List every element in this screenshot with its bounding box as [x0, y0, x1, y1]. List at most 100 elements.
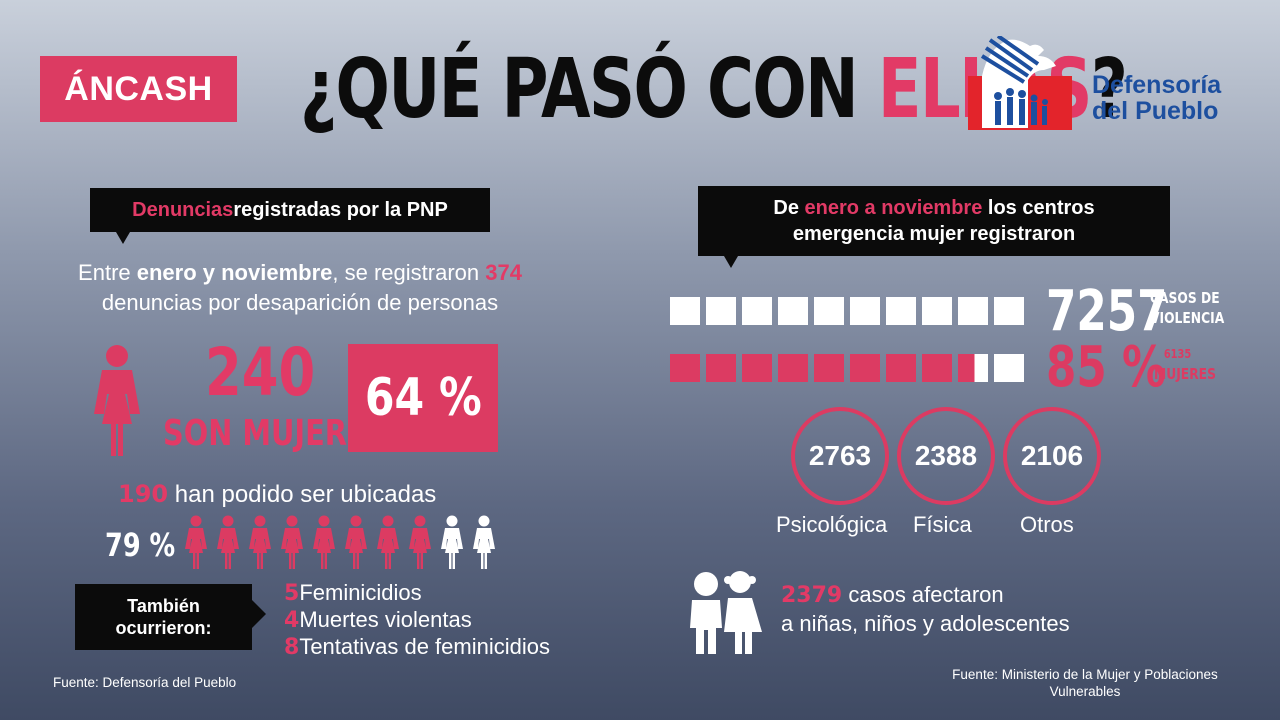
women-cases-count: 6135 — [1163, 347, 1192, 361]
bar-square — [958, 354, 988, 382]
also-list: 5Feminicidios 4Muertes violentas 8Tentativ… — [284, 580, 550, 661]
cases-label-2: VIOLENCIA — [1150, 309, 1225, 327]
bar-square — [742, 297, 772, 325]
woman-figure-located — [281, 515, 303, 569]
located-label: han podido ser ubicadas — [168, 481, 437, 508]
woman-figure-located — [345, 515, 367, 569]
located-percentage: 79 % — [105, 526, 176, 564]
also-line-2: ocurrieron: — [115, 618, 212, 638]
total-cases-label: CASOS DE VIOLENCIA — [1150, 288, 1224, 328]
logo-line-2: del Pueblo — [1092, 97, 1219, 125]
also-item: 8Tentativas de feminicidios — [284, 634, 550, 661]
bar-square — [850, 354, 880, 382]
bar-square — [742, 354, 772, 382]
logo-line-1: Defensoría — [1092, 71, 1222, 99]
women-cases-percentage: 85 % — [1046, 335, 1166, 400]
bar-square — [814, 354, 844, 382]
women-count: 240 — [205, 334, 316, 411]
total-cases: 7257 — [1046, 279, 1168, 344]
cem-callout-a: De — [773, 197, 805, 219]
bar-square — [922, 297, 952, 325]
right-source-line-2: Vulnerables — [1049, 684, 1121, 699]
cem-callout: De enero a noviembre los centros emergen… — [698, 186, 1170, 256]
bar-square — [778, 354, 808, 382]
circle-otros: 2106 — [1003, 407, 1101, 505]
right-source: Fuente: Ministerio de la Mujer y Poblaci… — [920, 666, 1250, 700]
bar-square — [958, 297, 988, 325]
circle-psicologica: 2763 — [791, 407, 889, 505]
total-cases-bar — [670, 297, 1024, 325]
also-item-count: 4 — [284, 608, 300, 633]
women-cases-label: 6135 MUJERES — [1154, 344, 1216, 384]
left-source: Fuente: Defensoría del Pueblo — [53, 675, 237, 690]
bar-square — [814, 297, 844, 325]
woman-figure-located — [217, 515, 239, 569]
woman-figure-located — [377, 515, 399, 569]
also-callout-tail — [252, 600, 266, 628]
also-item-label: Tentativas de feminicidios — [299, 634, 550, 659]
intro-text-c: , se registraron — [332, 260, 486, 285]
woman-figure — [473, 515, 495, 569]
callout-highlight: Denuncias — [132, 199, 234, 221]
children-line-1: casos afectaron — [842, 582, 1004, 607]
bar-square — [886, 354, 916, 382]
also-item: 5Feminicidios — [284, 580, 550, 607]
woman-figure — [441, 515, 463, 569]
woman-figure-located — [313, 515, 335, 569]
label-psicologica: Psicológica — [776, 512, 888, 537]
also-item-label: Feminicidios — [299, 580, 422, 605]
pnp-callout: Denuncias registradas por la PNP — [90, 188, 490, 232]
children-line-2: a niñas, niños y adolescentes — [781, 611, 1070, 636]
cem-callout-c: los centros — [982, 197, 1095, 219]
title-question-mark: ? — [1090, 42, 1128, 137]
bar-square — [922, 354, 952, 382]
located-text: 190 han podido ser ubicadas — [118, 480, 436, 509]
located-count: 190 — [118, 480, 169, 508]
right-source-line-1: Fuente: Ministerio de la Mujer y Poblaci… — [952, 667, 1218, 682]
women-percentage-box: 64 % — [348, 344, 498, 452]
also-line-1: También — [127, 596, 200, 616]
woman-figure-located — [249, 515, 271, 569]
intro-text-a: Entre — [78, 260, 137, 285]
bar-square — [994, 297, 1024, 325]
intro-line-2: denuncias por desaparición de personas — [101, 290, 499, 315]
bar-square — [850, 297, 880, 325]
bar-square — [670, 354, 700, 382]
bar-square — [670, 297, 700, 325]
bar-square — [706, 354, 736, 382]
also-callout: También ocurrieron: — [75, 584, 252, 650]
bar-square — [778, 297, 808, 325]
bar-square — [994, 354, 1024, 382]
bar-square — [706, 297, 736, 325]
circle-fisica: 2388 — [897, 407, 995, 505]
title-text: ¿QUÉ PASÓ CON — [300, 42, 878, 137]
callout-text: registradas por la PNP — [233, 199, 448, 221]
intro-total: 374 — [485, 260, 522, 285]
also-item: 4Muertes violentas — [284, 607, 550, 634]
cem-callout-tail — [724, 256, 738, 268]
also-item-count: 8 — [284, 635, 300, 660]
defensoria-logo-icon — [968, 36, 1072, 130]
callout-tail — [116, 232, 130, 244]
children-text: 2379 casos afectaron a niñas, niños y ad… — [781, 581, 1070, 638]
intro-period: enero y noviembre — [136, 260, 333, 285]
cases-label-1: CASOS DE — [1150, 289, 1220, 307]
label-fisica: Física — [913, 512, 972, 537]
women-percentage: 64 % — [364, 368, 482, 428]
label-otros: Otros — [1020, 512, 1074, 537]
cem-callout-line-2: emergencia mujer registraron — [792, 223, 1076, 245]
bar-square — [886, 297, 916, 325]
logo-text: Defensoría del Pueblo — [1092, 72, 1221, 124]
also-item-label: Muertes violentas — [299, 607, 472, 632]
intro-text: Entre enero y noviembre, se registraron … — [40, 258, 560, 318]
women-cases-text: MUJERES — [1154, 365, 1216, 383]
cem-callout-highlight: enero a noviembre — [804, 197, 983, 219]
region-badge: ÁNCASH — [40, 56, 237, 122]
woman-figure-located — [185, 515, 207, 569]
children-icon — [690, 571, 762, 654]
women-cases-bar — [670, 354, 1024, 382]
woman-icon — [94, 345, 140, 456]
located-figures — [185, 515, 495, 569]
woman-figure-located — [409, 515, 431, 569]
children-count: 2379 — [781, 583, 843, 608]
